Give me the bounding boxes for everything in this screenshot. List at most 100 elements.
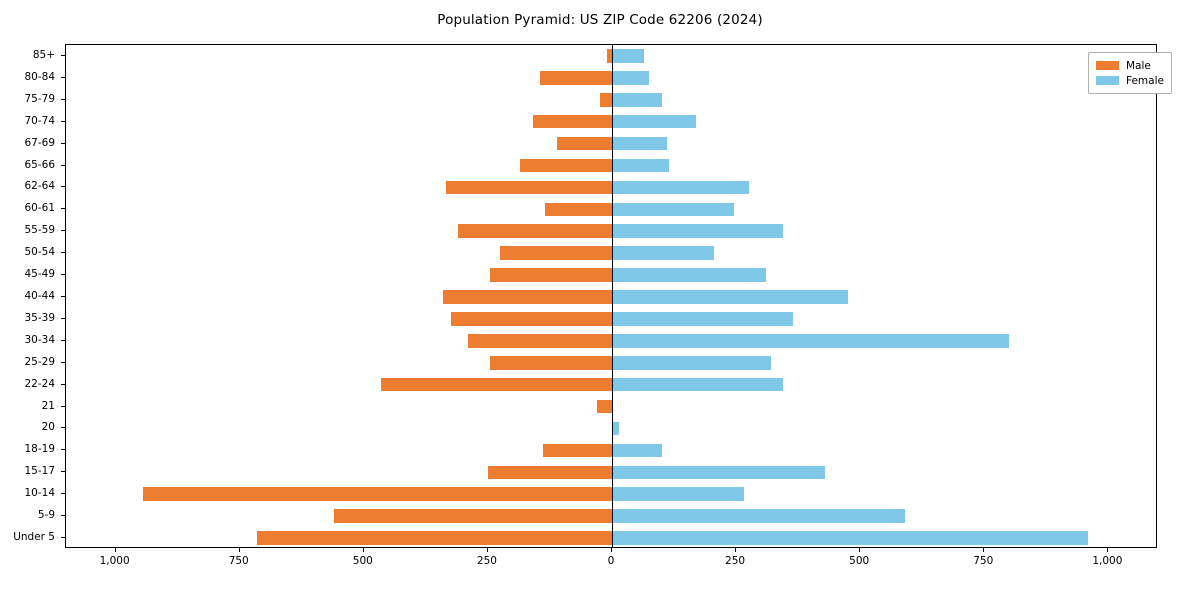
bar-female <box>612 377 784 392</box>
bar-row <box>66 224 1156 239</box>
bar-row <box>66 465 1156 480</box>
y-tick-mark <box>61 208 65 210</box>
bar-female <box>612 224 784 239</box>
bar-female <box>612 421 620 436</box>
bar-male <box>490 355 612 370</box>
y-tick-label: 30-34 <box>24 333 55 346</box>
y-tick-mark <box>61 142 65 144</box>
x-tick-mark <box>114 548 116 552</box>
y-tick-mark <box>61 383 65 385</box>
y-tick-label: 65-66 <box>24 158 55 171</box>
y-tick-mark <box>61 449 65 451</box>
y-tick-mark <box>61 296 65 297</box>
x-tick-mark <box>362 548 364 552</box>
bar-female <box>612 136 667 151</box>
bar-female <box>612 312 794 326</box>
y-tick-label: 21 <box>41 399 55 412</box>
x-tick-label: 0 <box>607 555 615 567</box>
legend-label-female: Female <box>1126 74 1164 87</box>
zero-axis-line <box>612 45 613 547</box>
y-tick-mark <box>61 405 65 407</box>
bar-female <box>612 487 744 501</box>
y-tick-label: 55-59 <box>24 224 55 237</box>
y-tick-label: 35-39 <box>24 311 55 324</box>
bar-female <box>612 531 1088 545</box>
y-axis: 85+ 80-84 75-79 70-74 67-69 65-66 62-64 60-61 55… <box>0 44 65 548</box>
y-tick-label: 75-79 <box>24 92 55 105</box>
bars-layer <box>66 45 1156 547</box>
bar-row <box>66 355 1156 370</box>
bar-male <box>487 465 612 480</box>
y-tick-mark <box>61 515 65 517</box>
bar-female <box>612 246 714 260</box>
bar-row <box>66 202 1156 217</box>
legend-entry-male: Male <box>1096 58 1164 73</box>
y-tick-label: 10-14 <box>24 487 55 500</box>
legend-label-male: Male <box>1126 59 1151 72</box>
y-tick-mark <box>61 537 65 539</box>
x-tick-label: 750 <box>228 555 249 567</box>
female-color-swatch <box>1096 76 1119 85</box>
x-tick-label: 250 <box>725 555 746 567</box>
y-tick-label: 22-24 <box>24 377 55 390</box>
y-tick-label: 70-74 <box>24 114 55 127</box>
y-tick-label: 67-69 <box>24 136 55 149</box>
x-axis: 1,000 750 500 250 0 250 500 750 1,000 <box>65 548 1157 588</box>
bar-female <box>612 268 766 282</box>
bar-male <box>599 92 612 107</box>
bar-female <box>612 114 697 129</box>
y-tick-mark <box>61 317 65 319</box>
bar-row <box>66 531 1156 545</box>
bar-row <box>66 312 1156 326</box>
bar-male <box>607 49 612 63</box>
bar-row <box>66 246 1156 260</box>
bar-row <box>66 443 1156 458</box>
bar-male <box>381 377 612 392</box>
bar-male <box>540 71 612 85</box>
chart-title: Population Pyramid: US ZIP Code 62206 (2… <box>437 12 763 28</box>
bar-row <box>66 377 1156 392</box>
y-tick-label: 40-44 <box>24 290 55 302</box>
y-tick-mark <box>61 427 65 429</box>
bar-row <box>66 399 1156 414</box>
bar-female <box>612 334 1010 348</box>
y-tick-label: 80-84 <box>24 70 55 83</box>
y-tick-label: 15-17 <box>24 465 55 478</box>
bar-male <box>334 509 612 523</box>
bar-female <box>612 465 826 480</box>
x-tick-label: 1,000 <box>1092 555 1123 567</box>
x-tick-label: 750 <box>973 555 994 567</box>
bar-male <box>443 290 612 304</box>
y-tick-mark <box>61 120 65 122</box>
bar-male <box>445 180 612 195</box>
bar-row <box>66 158 1156 173</box>
legend-entry-female: Female <box>1096 73 1164 88</box>
x-tick-mark <box>859 548 861 552</box>
bar-male <box>490 268 612 282</box>
bar-row <box>66 290 1156 304</box>
x-tick-label: 500 <box>352 555 373 567</box>
y-tick-mark <box>61 493 65 495</box>
y-tick-label: 50-54 <box>24 246 55 259</box>
y-tick-mark <box>61 98 65 100</box>
bar-male <box>532 114 612 129</box>
bar-row <box>66 509 1156 523</box>
bar-row <box>66 268 1156 282</box>
bar-female <box>612 509 905 523</box>
y-tick-mark <box>61 471 65 473</box>
x-tick-mark <box>983 548 985 552</box>
bar-male <box>458 224 612 239</box>
bar-row <box>66 180 1156 195</box>
x-tick-mark <box>238 548 240 552</box>
x-tick-mark <box>735 548 737 552</box>
bar-row <box>66 421 1156 436</box>
bar-male <box>142 487 612 501</box>
x-tick-label: 500 <box>849 555 870 567</box>
bar-row <box>66 92 1156 107</box>
bar-male <box>257 531 612 545</box>
y-tick-label: 62-64 <box>24 180 55 193</box>
male-color-swatch <box>1096 61 1119 70</box>
bar-male <box>557 136 612 151</box>
bar-row <box>66 334 1156 348</box>
bar-row <box>66 487 1156 501</box>
